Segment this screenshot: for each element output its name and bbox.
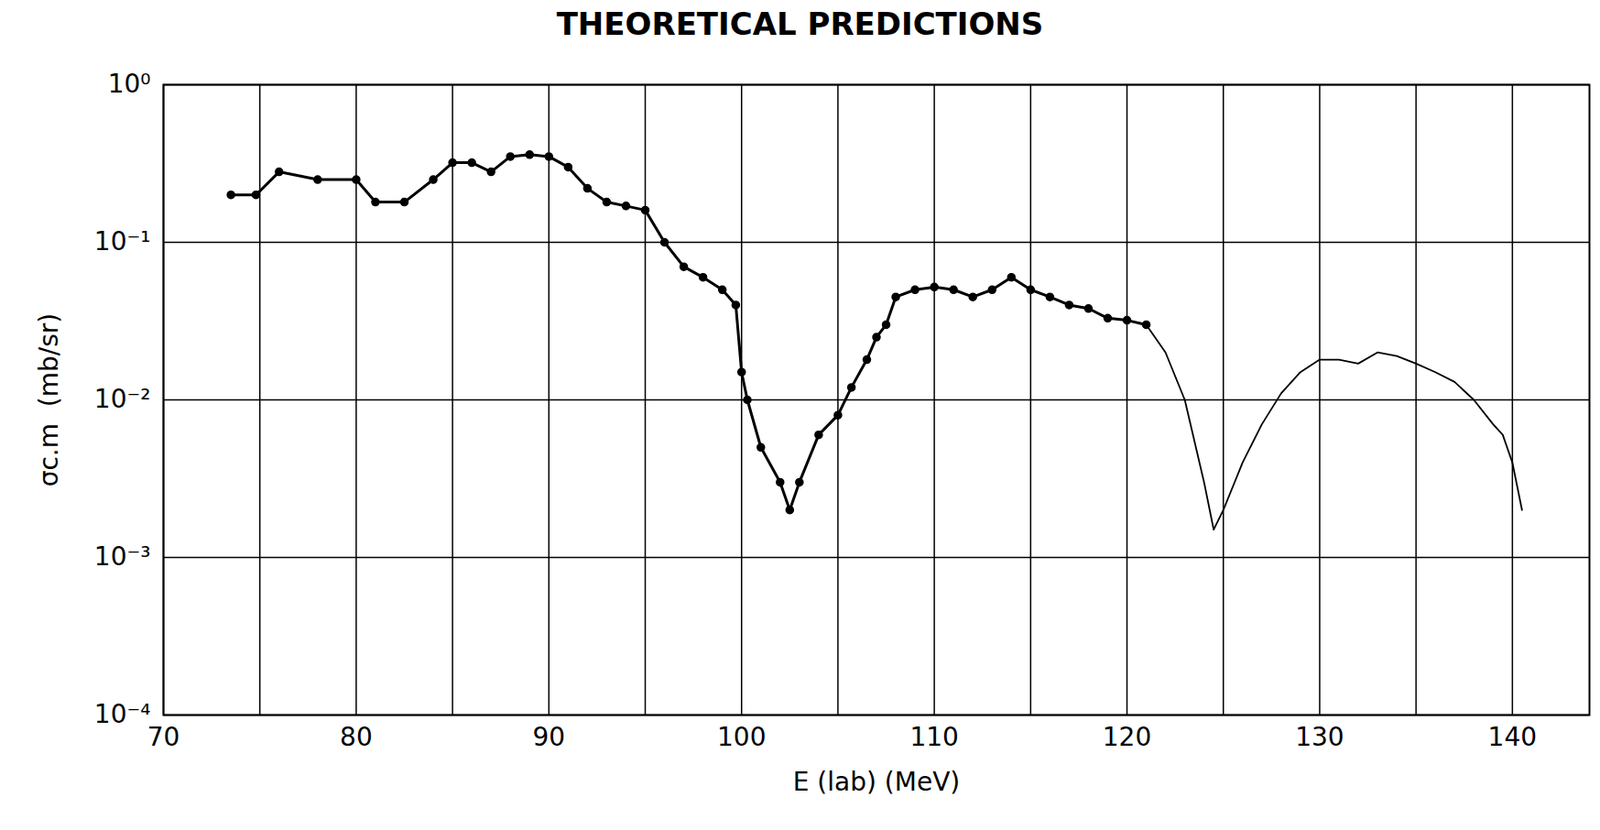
svg-text:80: 80 <box>339 721 373 752</box>
svg-text:70: 70 <box>147 721 181 752</box>
svg-text:10⁰: 10⁰ <box>108 68 152 99</box>
svg-text:130: 130 <box>1295 721 1344 752</box>
svg-text:10⁻¹: 10⁻¹ <box>94 226 152 257</box>
svg-text:110: 110 <box>909 721 958 752</box>
svg-text:120: 120 <box>1102 721 1152 752</box>
svg-text:140: 140 <box>1488 721 1537 752</box>
svg-text:90: 90 <box>532 721 566 752</box>
html-text:THEORETICAL PREDICTIONS: THEORETICAL PREDICTIONS <box>556 5 1044 43</box>
svg-text:10⁻²: 10⁻² <box>94 383 152 414</box>
svg-text:10⁻⁴: 10⁻⁴ <box>94 698 152 730</box>
svg-text:E (lab) (MeV): E (lab) (MeV) <box>793 766 960 797</box>
svg-text:100: 100 <box>717 721 766 752</box>
svg-text:10⁻³: 10⁻³ <box>94 541 152 572</box>
svg-text:σc.m (mb/sr): σc.m (mb/sr) <box>33 313 65 488</box>
